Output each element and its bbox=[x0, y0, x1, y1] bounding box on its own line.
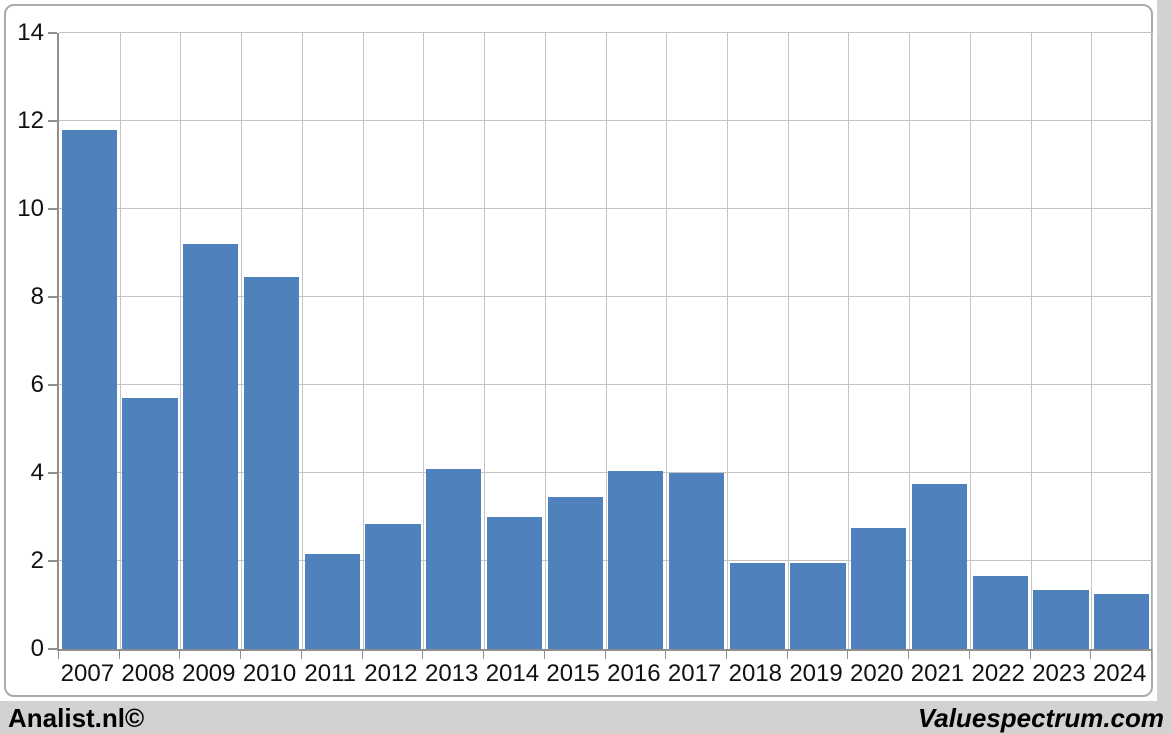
x-axis-label-2017: 2017 bbox=[667, 660, 722, 687]
bar-2020 bbox=[851, 528, 907, 649]
x-axis-label-2016: 2016 bbox=[607, 660, 661, 687]
x-tick-mark-3 bbox=[240, 651, 242, 659]
x-tick-mark-5 bbox=[361, 651, 363, 659]
x-tick-mark-2 bbox=[179, 651, 181, 659]
bar-2018 bbox=[729, 563, 785, 649]
x-gridline-9 bbox=[605, 33, 607, 649]
x-gridline-13 bbox=[848, 33, 850, 649]
y-tick-mark-4 bbox=[48, 472, 57, 475]
x-axis-label-2007: 2007 bbox=[60, 660, 115, 687]
x-tick-mark-1 bbox=[118, 651, 120, 659]
x-axis-label-2018: 2018 bbox=[728, 660, 782, 687]
x-axis-label-2021: 2021 bbox=[910, 660, 965, 687]
x-gridline-12 bbox=[787, 33, 789, 649]
x-axis-label-2011: 2011 bbox=[304, 660, 357, 687]
bar-2009 bbox=[183, 244, 239, 649]
x-gridline-17 bbox=[1091, 33, 1093, 649]
x-tick-mark-17 bbox=[1090, 651, 1092, 659]
x-axis-label-2009: 2009 bbox=[182, 660, 236, 687]
analist-credit: Analist.nl© bbox=[8, 703, 145, 733]
bar-2011 bbox=[304, 554, 360, 649]
x-gridline-18 bbox=[1152, 33, 1153, 649]
bar-2007 bbox=[61, 129, 117, 649]
bar-2012 bbox=[365, 523, 421, 649]
y-axis-labels: 0 2 4 6 8 10 12 14 bbox=[0, 0, 46, 701]
y-tick-mark-12 bbox=[48, 120, 57, 122]
x-axis-labels: 2007 2008 2009 2010 2011 2012 2013 2014 2015 2016… bbox=[57, 655, 1150, 695]
x-gridline-4 bbox=[301, 33, 303, 649]
x-tick-mark-4 bbox=[300, 651, 302, 659]
x-tick-mark-11 bbox=[725, 651, 727, 659]
y-tick-mark-8 bbox=[48, 296, 57, 299]
x-gridline-15 bbox=[969, 33, 971, 649]
x-axis-label-2012: 2012 bbox=[364, 660, 418, 687]
bar-2013 bbox=[426, 468, 482, 649]
y-tick-label-8: 8 bbox=[30, 283, 44, 310]
y-tick-label-0: 0 bbox=[30, 635, 44, 662]
y-tick-label-14: 14 bbox=[17, 19, 44, 46]
x-tick-mark-13 bbox=[847, 651, 849, 659]
bar-2024 bbox=[1094, 594, 1150, 649]
x-tick-mark-18 bbox=[1151, 651, 1152, 659]
x-tick-mark-0 bbox=[58, 651, 59, 659]
x-axis-label-2010: 2010 bbox=[242, 660, 297, 687]
y-tick-mark-0 bbox=[48, 648, 57, 650]
bar-2016 bbox=[608, 470, 664, 649]
y-tick-label-10: 10 bbox=[17, 195, 44, 222]
y-tick-mark-14 bbox=[48, 32, 57, 34]
x-tick-mark-6 bbox=[422, 651, 424, 659]
x-axis-label-2015: 2015 bbox=[546, 660, 600, 687]
x-gridline-14 bbox=[909, 33, 911, 649]
x-tick-mark-14 bbox=[908, 651, 910, 659]
x-gridline-3 bbox=[241, 33, 243, 649]
y-tick-mark-10 bbox=[48, 208, 57, 210]
x-axis-label-2024: 2024 bbox=[1092, 660, 1147, 687]
x-gridline-2 bbox=[180, 33, 182, 649]
bar-2014 bbox=[486, 517, 543, 649]
y-tick-label-12: 12 bbox=[17, 107, 44, 134]
x-axis-label-2014: 2014 bbox=[485, 660, 540, 687]
x-tick-mark-10 bbox=[665, 651, 667, 659]
x-gridline-5 bbox=[362, 33, 364, 649]
x-gridline-11 bbox=[726, 33, 728, 649]
x-tick-mark-8 bbox=[543, 651, 545, 659]
x-axis-label-2019: 2019 bbox=[789, 660, 843, 687]
x-gridline-16 bbox=[1030, 33, 1032, 649]
y-gridline-14 bbox=[59, 32, 1152, 33]
x-tick-mark-12 bbox=[786, 651, 788, 659]
y-tick-mark-2 bbox=[48, 560, 57, 563]
bar-2023 bbox=[1033, 589, 1089, 649]
x-tick-mark-15 bbox=[968, 651, 970, 659]
y-tick-label-2: 2 bbox=[30, 547, 44, 574]
x-tick-mark-7 bbox=[483, 651, 485, 659]
bar-2015 bbox=[547, 497, 603, 649]
valuespectrum-credit: Valuespectrum.com bbox=[917, 703, 1164, 733]
x-gridline-7 bbox=[484, 33, 486, 649]
x-tick-mark-16 bbox=[1029, 651, 1031, 659]
bar-2017 bbox=[668, 473, 725, 649]
bar-2019 bbox=[790, 563, 846, 649]
x-gridline-8 bbox=[544, 33, 546, 649]
y-tick-mark-6 bbox=[48, 384, 57, 386]
x-axis-label-2020: 2020 bbox=[850, 660, 904, 687]
x-gridline-1 bbox=[119, 33, 121, 649]
bar-2010 bbox=[243, 277, 300, 649]
plot-area bbox=[48, 32, 1153, 659]
x-gridline-10 bbox=[666, 33, 668, 649]
x-axis-label-2013: 2013 bbox=[424, 660, 479, 687]
y-tick-label-6: 6 bbox=[30, 371, 44, 398]
x-tick-mark-9 bbox=[604, 651, 606, 659]
footer-strip: Analist.nl© Valuespectrum.com bbox=[0, 701, 1172, 734]
x-axis-label-2022: 2022 bbox=[971, 660, 1025, 687]
bar-2021 bbox=[911, 484, 968, 649]
y-tick-label-4: 4 bbox=[30, 459, 44, 486]
bar-2022 bbox=[972, 576, 1028, 649]
x-axis-label-2023: 2023 bbox=[1032, 660, 1086, 687]
x-gridline-6 bbox=[423, 33, 425, 649]
x-axis-label-2008: 2008 bbox=[121, 660, 175, 687]
bar-2008 bbox=[122, 398, 178, 649]
